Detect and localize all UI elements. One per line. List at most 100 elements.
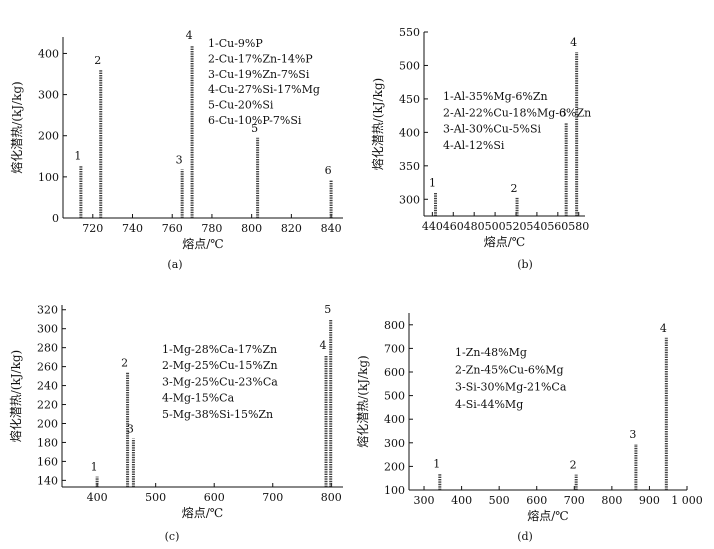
chart-4-bar-label-2: 2	[570, 459, 577, 472]
chart-2-caption: (b)	[517, 258, 533, 271]
chart-2-x-tick-label: 580	[568, 220, 589, 233]
chart-3-y-tick-label: 300	[37, 323, 58, 336]
chart-4-y-axis-label: 熔化潜热/(kJ/kg)	[355, 355, 370, 448]
chart-1-legend-item: 6-Cu-10%P-7%Si	[208, 114, 302, 127]
chart-2-bar-label-1: 1	[429, 177, 436, 190]
chart-3-y-tick-label: 140	[37, 474, 58, 487]
chart-2-y-tick-label: 350	[399, 160, 420, 173]
chart-4-legend-item: 2-Zn-45%Cu-6%Mg	[455, 363, 564, 376]
chart-1-x-axis-label: 熔点/℃	[182, 236, 223, 251]
chart-3-x-tick-label: 500	[145, 491, 166, 504]
chart-2-x-axis-label: 熔点/℃	[484, 234, 525, 249]
chart-1-legend-item: 5-Cu-20%Si	[208, 99, 274, 112]
chart-3-bar-label-4: 4	[320, 339, 327, 352]
chart-4-x-tick-label: 700	[564, 494, 585, 507]
chart-4-y-tick-label: 200	[384, 460, 405, 473]
chart-1-legend-item: 2-Cu-17%Zn-14%P	[208, 52, 313, 65]
chart-2-y-axis-label: 熔化潜热/(kJ/kg)	[370, 78, 385, 171]
chart-3-legend-item: 2-Mg-25%Cu-15%Zn	[162, 359, 278, 372]
chart-1-x-tick-label: 840	[321, 222, 342, 235]
chart-1-legend-item: 4-Cu-27%Si-17%Mg	[208, 83, 320, 96]
chart-4-y-tick-label: 300	[384, 437, 405, 450]
chart-1-y-tick-label: 300	[38, 89, 59, 102]
chart-4-y-tick-label: 800	[384, 319, 405, 332]
chart-2-legend-item: 1-Al-35%Mg-6%Zn	[443, 90, 548, 103]
chart-3-bar-label-5: 5	[324, 303, 331, 316]
chart-4-y-tick-label: 400	[384, 413, 405, 426]
chart-2-x-tick-label: 560	[547, 220, 568, 233]
chart-4-x-tick-label: 300	[414, 494, 435, 507]
chart-1-bar-label-3: 3	[176, 153, 183, 166]
chart-1-bar-label-5: 5	[251, 122, 258, 135]
chart-1-legend-item: 1-Cu-9%P	[208, 37, 263, 50]
chart-2-y-tick-label: 450	[399, 93, 420, 106]
chart-4-x-tick-label: 800	[601, 494, 622, 507]
chart-3-y-tick-label: 240	[37, 380, 58, 393]
chart-3-x-tick-label: 800	[321, 491, 342, 504]
chart-2-x-tick-label: 540	[526, 220, 547, 233]
chart-4-legend-item: 3-Si-30%Mg-21%Ca	[455, 381, 567, 394]
chart-4-x-axis-label: 熔点/℃	[527, 508, 568, 523]
chart-4-caption: (d)	[517, 530, 533, 543]
chart-1-bar-label-6: 6	[325, 164, 332, 177]
chart-1-x-tick-label: 740	[122, 222, 143, 235]
chart-3-legend-item: 3-Mg-25%Cu-23%Ca	[162, 375, 278, 388]
chart-3-legend-item: 1-Mg-28%Ca-17%Zn	[162, 343, 277, 356]
chart-4-x-tick-label: 600	[526, 494, 547, 507]
chart-1-x-tick-label: 800	[241, 222, 262, 235]
chart-3-x-tick-label: 400	[87, 491, 108, 504]
chart-3-x-axis-label: 熔点/℃	[182, 505, 223, 520]
chart-2-bar-label-2: 2	[511, 182, 518, 195]
chart-3-y-tick-label: 280	[37, 342, 58, 355]
chart-2-x-tick-label: 480	[464, 220, 485, 233]
chart-1-x-tick-label: 820	[281, 222, 302, 235]
chart-3-y-axis-label: 熔化潜热/(kJ/kg)	[8, 350, 23, 443]
chart-4-y-tick-label: 500	[384, 390, 405, 403]
chart-4-y-tick-label: 600	[384, 366, 405, 379]
chart-3-y-tick-label: 220	[37, 399, 58, 412]
chart-2-legend-item: 4-Al-12%Si	[443, 139, 505, 152]
chart-3-bar-label-2: 2	[121, 356, 128, 369]
chart-1-y-tick-label: 200	[38, 130, 59, 143]
chart-2-y-tick-label: 550	[399, 26, 420, 39]
chart-3-y-tick-label: 320	[37, 304, 58, 317]
chart-3-bar-label-1: 1	[91, 461, 98, 474]
chart-1-x-tick-label: 780	[201, 222, 222, 235]
chart-3-y-tick-label: 260	[37, 361, 58, 374]
chart-3-legend-item: 4-Mg-15%Ca	[162, 392, 235, 405]
chart-4-x-tick-label: 400	[451, 494, 472, 507]
chart-3-legend-item: 5-Mg-38%Si-15%Zn	[162, 408, 273, 421]
chart-3-y-tick-label: 200	[37, 417, 58, 430]
chart-1-y-tick-label: 400	[38, 47, 59, 60]
chart-2-x-tick-label: 440	[422, 220, 443, 233]
chart-4-x-tick-label: 1 000	[671, 494, 703, 507]
chart-2-bar-label-4: 4	[570, 36, 577, 49]
chart-3-x-tick-label: 700	[262, 491, 283, 504]
chart-2-x-tick-label: 500	[485, 220, 506, 233]
chart-1-y-axis-label: 熔化潜热/(kJ/kg)	[9, 81, 24, 174]
chart-2-legend-item: 3-Al-30%Cu-5%Si	[443, 123, 542, 136]
chart-2-legend-item: 2-Al-22%Cu-18%Mg-6%Zn	[443, 106, 591, 119]
chart-3-caption: (c)	[165, 530, 180, 543]
chart-1-legend-item: 3-Cu-19%Zn-7%Si	[208, 68, 310, 81]
chart-3-y-tick-label: 160	[37, 455, 58, 468]
chart-4-legend-item: 1-Zn-48%Mg	[455, 346, 527, 359]
chart-3-y-tick-label: 180	[37, 436, 58, 449]
chart-4-y-tick-label: 700	[384, 342, 405, 355]
chart-3-bar-label-3: 3	[127, 423, 134, 436]
chart-1-x-tick-label: 720	[82, 222, 103, 235]
chart-2-y-tick-label: 500	[399, 59, 420, 72]
chart-1-bar-label-1: 1	[74, 149, 81, 162]
chart-3-x-tick-label: 600	[204, 491, 225, 504]
chart-4-x-tick-label: 500	[489, 494, 510, 507]
chart-2-y-tick-label: 300	[399, 193, 420, 206]
chart-4-bar-label-3: 3	[629, 428, 636, 441]
chart-2-y-tick-label: 400	[399, 126, 420, 139]
chart-1-bar-label-4: 4	[186, 29, 193, 42]
chart-4-bar-label-1: 1	[433, 457, 440, 470]
chart-4-bar-label-4: 4	[660, 322, 667, 335]
chart-1-y-tick-label: 0	[52, 212, 59, 225]
chart-2-x-tick-label: 460	[443, 220, 464, 233]
chart-4-legend-item: 4-Si-44%Mg	[455, 398, 523, 411]
